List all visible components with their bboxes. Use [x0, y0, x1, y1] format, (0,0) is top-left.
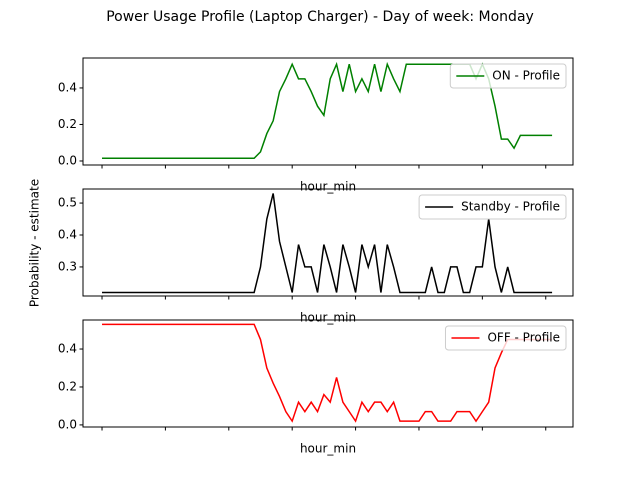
figure-title: Power Usage Profile (Laptop Charger) - D…	[106, 9, 534, 25]
legend-box	[444, 325, 567, 351]
x-axis-label: hour_min	[300, 180, 356, 194]
x-axis-label: hour_min	[300, 311, 356, 325]
x-axis-label: hour_min	[300, 442, 356, 456]
legend-label: ON - Profile	[492, 69, 560, 83]
legend-box	[418, 194, 567, 220]
y-tick-label: 0.4	[58, 80, 77, 94]
y-tick-label: 0.0	[58, 153, 77, 167]
legend-label: OFF - Profile	[487, 331, 560, 345]
y-tick-label: 0.2	[58, 379, 77, 393]
y-tick-label: 0.2	[58, 117, 77, 131]
legend-box	[449, 63, 567, 89]
y-tick-label: 0.3	[58, 259, 77, 273]
axes-frame	[82, 57, 574, 166]
y-axis-label: Probability - estimate	[28, 179, 42, 307]
series-line	[102, 193, 553, 294]
y-tick-label: 0.5	[58, 196, 77, 210]
axes-frame	[82, 188, 574, 297]
axes-frame	[82, 319, 574, 428]
y-tick-label: 0.4	[58, 342, 77, 356]
series-line	[102, 323, 553, 423]
legend-label: Standby - Profile	[461, 200, 560, 214]
y-tick-label: 0.0	[58, 417, 77, 431]
y-tick-label: 0.4	[58, 227, 77, 241]
